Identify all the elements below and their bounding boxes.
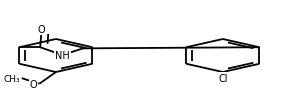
- Text: Cl: Cl: [218, 73, 227, 83]
- Text: CH₃: CH₃: [4, 74, 20, 83]
- Text: NH: NH: [55, 51, 70, 60]
- Text: O: O: [38, 25, 46, 35]
- Text: O: O: [29, 79, 37, 89]
